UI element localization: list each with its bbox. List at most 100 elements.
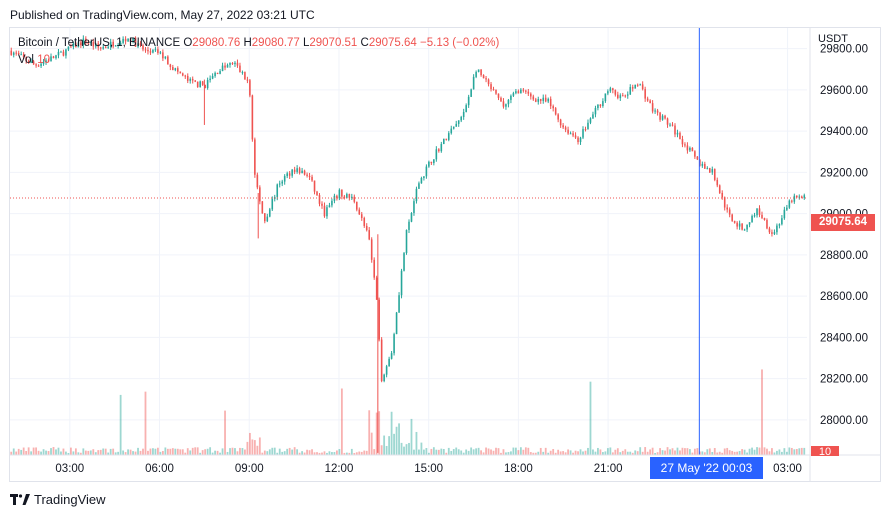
ohlc-line: Bitcoin / TetherUS, 1, BINANCE O29080.76… xyxy=(18,35,499,52)
candle-body xyxy=(768,228,771,233)
volume-bar xyxy=(539,447,542,455)
volume-bar xyxy=(554,452,557,455)
volume-bar xyxy=(686,448,689,455)
volume-bar xyxy=(711,451,714,455)
candle-body xyxy=(669,124,671,126)
candle-body xyxy=(55,55,57,59)
volume-bar xyxy=(768,451,771,455)
candle-body xyxy=(398,295,400,313)
volume-bar xyxy=(72,451,75,455)
candle-body xyxy=(562,125,564,128)
candle-body xyxy=(246,79,249,81)
candle-body xyxy=(229,63,231,65)
candle-body xyxy=(738,223,741,227)
candle-body xyxy=(109,41,112,47)
candle-body xyxy=(75,43,77,48)
volume-bar xyxy=(55,449,57,455)
volume-bar xyxy=(601,452,604,455)
volume-bar xyxy=(194,447,197,455)
volume-bar xyxy=(189,450,192,455)
volume-bar xyxy=(743,449,746,455)
volume-bar xyxy=(390,411,393,455)
volume-bar xyxy=(355,452,358,455)
last-price-tag: 29075.64 xyxy=(811,214,875,231)
currency-label[interactable]: USDT xyxy=(818,33,848,45)
volume-bar xyxy=(74,448,77,455)
volume-bar xyxy=(706,449,709,455)
candle-body xyxy=(385,366,388,375)
candle-body xyxy=(408,221,410,230)
x-tick-label-1: 06:00 xyxy=(145,463,174,475)
footer-brand[interactable]: TradingView xyxy=(10,492,106,507)
volume-bar xyxy=(435,449,438,455)
candle-body xyxy=(467,96,470,106)
volume-bar xyxy=(783,448,786,455)
volume-bar xyxy=(393,433,395,455)
candle-body xyxy=(786,207,788,210)
candle-body xyxy=(726,207,728,210)
volume-bar xyxy=(519,447,522,455)
candle-body xyxy=(60,51,62,53)
candle-body xyxy=(127,38,129,42)
volume-bar xyxy=(216,450,219,455)
candle-body xyxy=(713,169,716,180)
volume-bar xyxy=(758,447,761,455)
candle-body xyxy=(179,71,182,74)
candle-body xyxy=(157,49,159,53)
vol-label[interactable]: Vol xyxy=(18,54,34,66)
volume-bar xyxy=(654,452,657,455)
volume-bar xyxy=(567,449,569,455)
candle-body xyxy=(72,43,75,48)
volume-bar xyxy=(288,447,291,455)
candle-body xyxy=(271,198,274,210)
candle-body xyxy=(746,224,748,230)
volume-bar xyxy=(664,450,666,455)
candle-body xyxy=(12,52,15,55)
volume-bar xyxy=(251,439,254,455)
chart-frame[interactable] xyxy=(9,27,881,482)
candle-body xyxy=(22,54,25,58)
candle-body xyxy=(711,169,714,173)
candle-body xyxy=(50,56,52,62)
candle-body xyxy=(554,108,557,115)
volume-bar xyxy=(418,449,420,455)
candle-body xyxy=(199,81,201,88)
candle-body xyxy=(574,135,577,138)
candle-body xyxy=(530,93,532,97)
candle-body xyxy=(798,196,801,198)
low-value: 29070.51 xyxy=(309,37,358,49)
candle-body xyxy=(152,49,154,53)
candle-body xyxy=(346,194,348,198)
candle-body xyxy=(403,253,405,271)
volume-bar xyxy=(748,448,751,455)
volume-bar xyxy=(413,449,415,455)
candle-body xyxy=(796,195,798,198)
symbol-label[interactable]: Bitcoin / TetherUS, 1, BINANCE xyxy=(18,37,181,49)
candle-body xyxy=(465,105,467,112)
volume-bar xyxy=(291,449,294,455)
candle-body xyxy=(167,56,169,65)
candle-body xyxy=(564,127,567,130)
candle-body xyxy=(480,69,482,76)
candle-body xyxy=(631,87,634,89)
candle-body xyxy=(686,145,689,151)
candle-body xyxy=(776,225,778,233)
volume-bar xyxy=(549,450,552,455)
volume-bar xyxy=(261,452,264,455)
volume-bar xyxy=(119,394,122,455)
volume-bar xyxy=(157,447,159,455)
volume-bar xyxy=(253,440,256,455)
volume-bar xyxy=(609,447,612,455)
volume-bar xyxy=(221,448,224,455)
vol-value: 10 xyxy=(37,54,50,66)
candle-body xyxy=(602,101,604,107)
volume-bar xyxy=(445,452,448,455)
volume-bar xyxy=(619,452,622,455)
volume-bar xyxy=(296,449,299,455)
candle-body xyxy=(639,84,641,86)
candle-body xyxy=(689,147,691,151)
volume-bar xyxy=(40,451,42,455)
y-tick-label-7: 29400.00 xyxy=(820,126,868,138)
candle-body xyxy=(445,138,448,140)
